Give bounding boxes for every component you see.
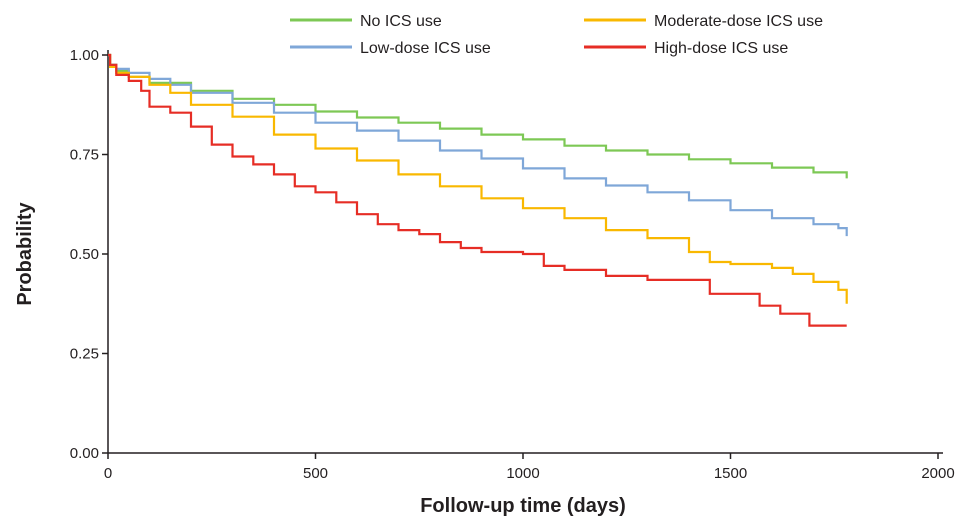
- legend: No ICS use Low-dose ICS use Moderate-dose …: [290, 13, 823, 57]
- y-tick-label: 0.75: [70, 147, 99, 164]
- series-line-1: [108, 53, 848, 179]
- x-ticks: 0 500 1000 1500 2000: [104, 453, 955, 482]
- series-lines: [108, 53, 848, 327]
- y-axis-title: Probability: [14, 201, 36, 305]
- x-axis-title: Follow-up time (days): [420, 495, 626, 517]
- legend-label-4: High-dose ICS use: [654, 40, 788, 57]
- y-ticks: 0.00 0.25 0.50 0.75 1.00: [70, 47, 108, 462]
- axes: 0 500 1000 1500 2000 0.00 0.25 0.50 0.75 1.00: [70, 47, 955, 482]
- y-tick-label: 0.50: [70, 246, 99, 263]
- y-tick-label: 0.00: [70, 445, 99, 462]
- x-tick-label: 1000: [506, 465, 539, 482]
- x-tick-label: 2000: [921, 465, 954, 482]
- x-tick-label: 0: [104, 465, 112, 482]
- legend-label-2: Low-dose ICS use: [360, 40, 491, 57]
- legend-label-3: Moderate-dose ICS use: [654, 13, 823, 30]
- x-tick-label: 1500: [714, 465, 747, 482]
- y-tick-label: 1.00: [70, 47, 99, 64]
- series-line-3: [108, 53, 848, 304]
- y-tick-label: 0.25: [70, 346, 99, 363]
- x-tick-label: 500: [303, 465, 328, 482]
- series-line-4: [108, 53, 847, 327]
- legend-label-1: No ICS use: [360, 13, 442, 30]
